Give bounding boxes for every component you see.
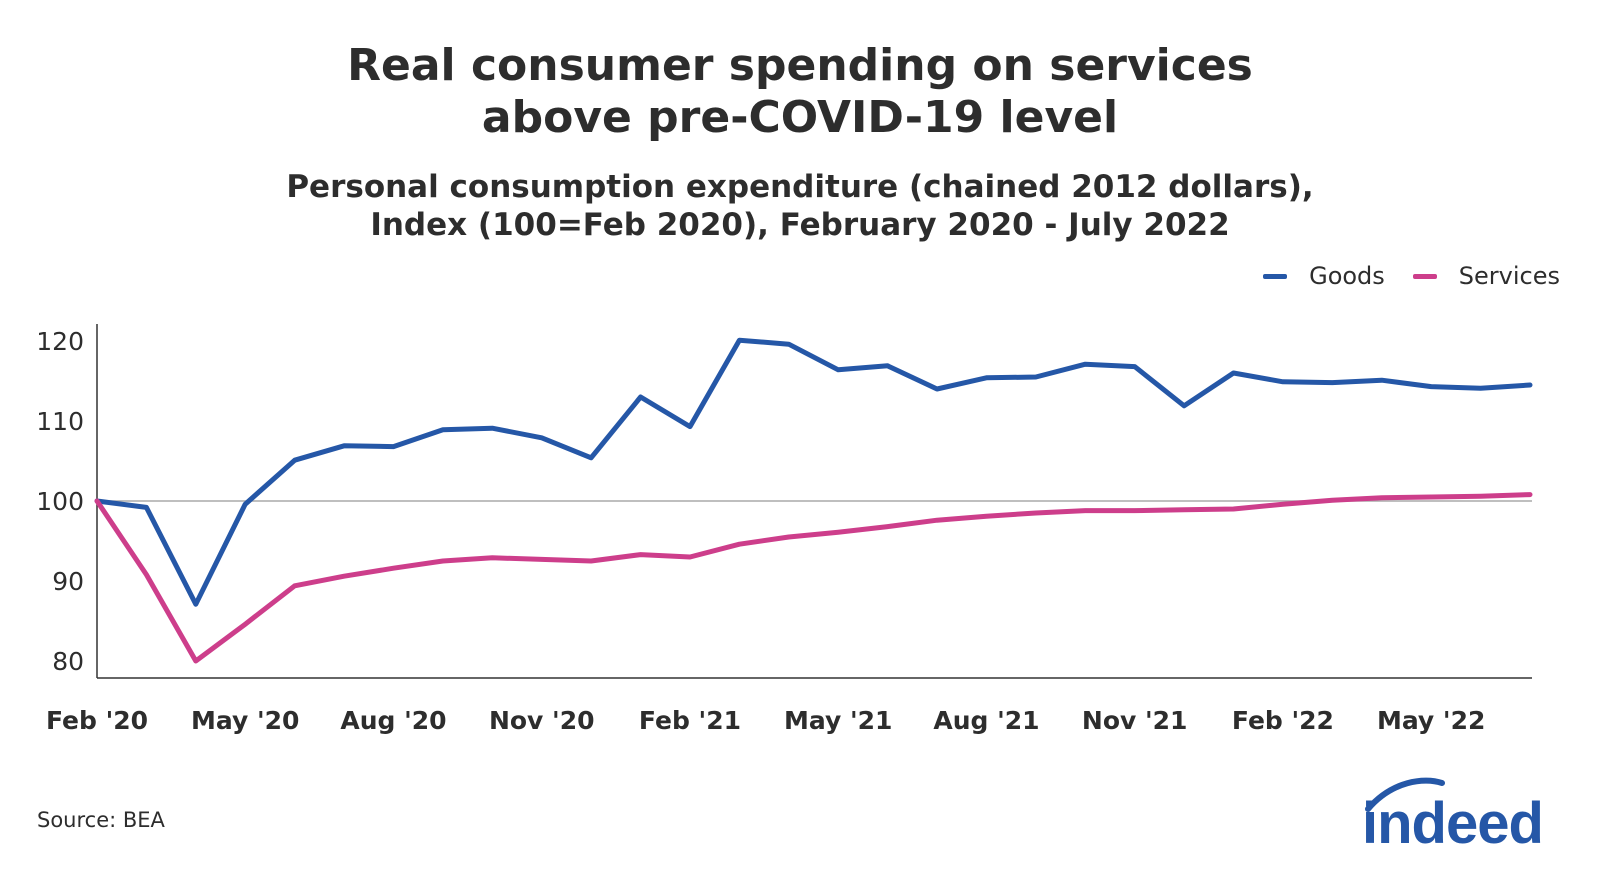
y-tick-label: 80 bbox=[52, 647, 84, 676]
chart-subtitle: Personal consumption expenditure (chaine… bbox=[0, 168, 1600, 244]
x-tick-label: Feb '21 bbox=[639, 706, 741, 735]
legend-item-goods[interactable]: Goods bbox=[1263, 262, 1385, 290]
series-line-services bbox=[94, 492, 1533, 664]
series-group bbox=[94, 337, 1533, 664]
chart-subtitle-line-2: Index (100=Feb 2020), February 2020 - Ju… bbox=[370, 207, 1230, 243]
y-tick-label: 100 bbox=[36, 487, 84, 516]
legend-item-services[interactable]: Services bbox=[1412, 262, 1560, 290]
x-tick-label: May '22 bbox=[1377, 706, 1485, 735]
y-axis: 80 90 100 110 120 bbox=[36, 324, 98, 678]
x-axis: Feb '20 May '20 Aug '20 Nov '20 Feb '21 May '… bbox=[46, 677, 1532, 735]
legend-label-services: Services bbox=[1458, 262, 1560, 290]
legend-swatch-services bbox=[1412, 273, 1437, 279]
chart-title-line-1: Real consumer spending on services bbox=[347, 40, 1253, 91]
x-tick-label: Aug '21 bbox=[933, 706, 1039, 735]
series-line-goods bbox=[94, 337, 1533, 607]
chart-title: Real consumer spending on services above… bbox=[0, 40, 1600, 144]
logo-arc-icon bbox=[1365, 777, 1445, 812]
x-tick-label: Feb '20 bbox=[46, 706, 148, 735]
x-tick-label: May '20 bbox=[191, 706, 299, 735]
y-tick-label: 90 bbox=[52, 567, 84, 596]
legend-label-goods: Goods bbox=[1309, 262, 1385, 290]
legend: Goods Services bbox=[1235, 262, 1560, 290]
source-note: Source: BEA bbox=[37, 808, 165, 832]
x-tick-label: Aug '20 bbox=[340, 706, 446, 735]
chart-subtitle-line-1: Personal consumption expenditure (chaine… bbox=[286, 169, 1314, 205]
y-tick-label: 110 bbox=[36, 407, 84, 436]
y-tick-label: 120 bbox=[36, 327, 84, 356]
x-tick-label: Feb '22 bbox=[1232, 706, 1334, 735]
x-tick-label: May '21 bbox=[784, 706, 892, 735]
legend-swatch-goods bbox=[1263, 273, 1288, 279]
logo-text: indeed bbox=[1362, 791, 1543, 855]
chart-title-line-2: above pre-COVID-19 level bbox=[481, 92, 1119, 143]
x-tick-label: Nov '20 bbox=[489, 706, 595, 735]
x-tick-label: Nov '21 bbox=[1082, 706, 1188, 735]
indeed-logo[interactable]: indeed bbox=[1362, 775, 1582, 855]
